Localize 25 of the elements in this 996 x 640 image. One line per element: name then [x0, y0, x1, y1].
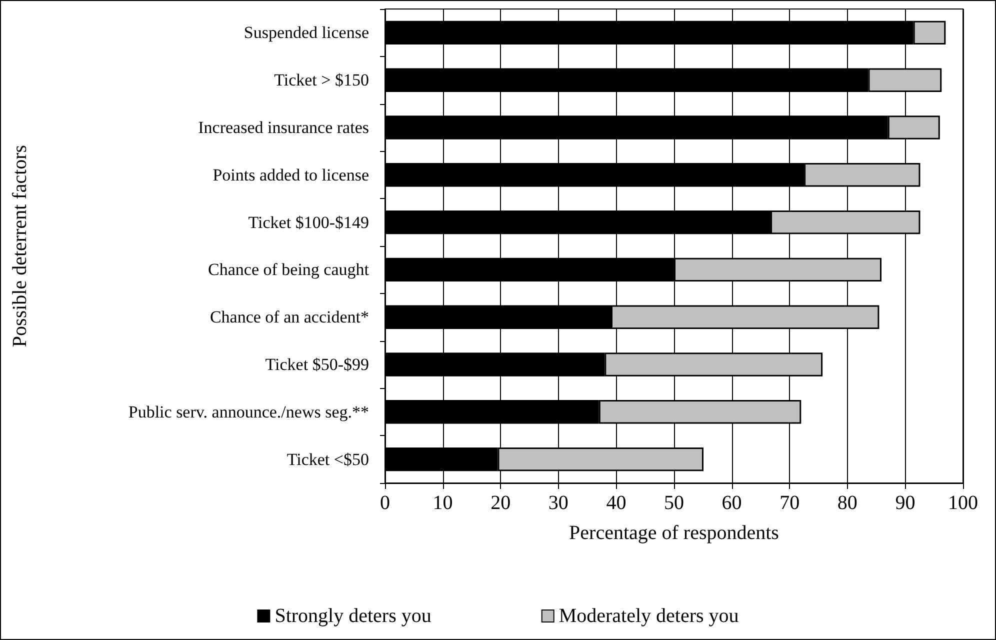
y-tick-label: Ticket $50-$99 [265, 355, 369, 374]
x-tick-label: 100 [948, 492, 978, 514]
x-axis-title: Percentage of respondents [569, 522, 780, 544]
x-tick-label: 20 [490, 492, 511, 514]
x-tick-label: 30 [548, 492, 568, 514]
y-tick-label: Chance of being caught [208, 260, 370, 280]
y-tick-label: Points added to license [212, 165, 369, 184]
y-tick-label: Ticket > $150 [274, 70, 369, 90]
y-axis-title: Possible deterrent factors [9, 144, 31, 348]
y-tick-label: Ticket <$50 [286, 450, 369, 469]
x-tick-label: 0 [380, 492, 390, 514]
x-tick-label: 90 [895, 492, 916, 514]
x-tick-label: 40 [606, 492, 626, 514]
x-tick-label: 60 [722, 492, 742, 514]
x-tick-label: 70 [780, 492, 800, 514]
y-tick-label: Chance of an accident* [210, 308, 369, 327]
x-tick-label: 80 [837, 492, 858, 514]
y-tick-label: Increased insurance rates [198, 118, 369, 137]
y-tick-label: Public serv. announce./news seg.** [128, 402, 369, 422]
x-tick-label: 10 [432, 492, 453, 514]
legend-label: Moderately deters you [558, 605, 739, 627]
legend-label: Strongly deters you [274, 605, 432, 627]
y-tick-label: Suspended license [244, 23, 369, 42]
x-tick-label: 50 [664, 492, 684, 514]
y-tick-label: Ticket $100-$149 [248, 212, 369, 232]
